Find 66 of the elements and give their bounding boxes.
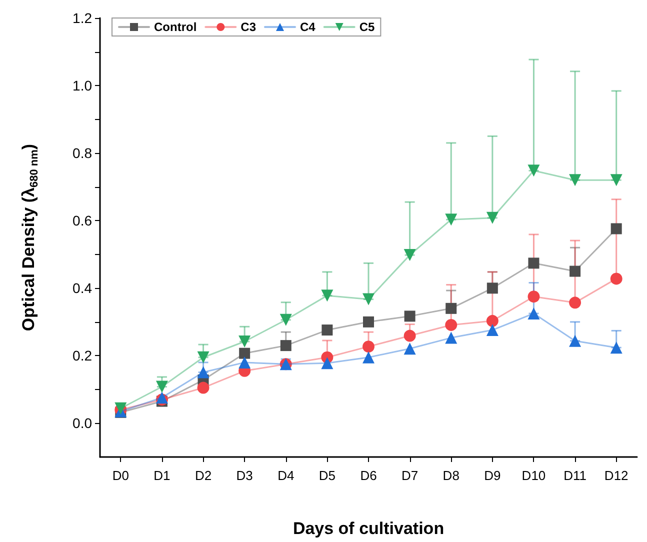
- point: [156, 380, 168, 393]
- point: [404, 342, 416, 355]
- point: [404, 330, 416, 342]
- y-tick-label: 0.2: [72, 348, 92, 364]
- legend-label: C3: [240, 20, 256, 34]
- point: [569, 174, 582, 186]
- y-tick-label: 0.4: [72, 280, 92, 296]
- point: [528, 307, 540, 320]
- point: [362, 351, 374, 364]
- point: [570, 266, 581, 277]
- legend-label: C5: [359, 20, 375, 34]
- point: [486, 314, 498, 327]
- point: [238, 356, 251, 368]
- point: [610, 342, 622, 354]
- y-tick-label: 1.2: [72, 10, 92, 26]
- point: [486, 282, 498, 294]
- y-tick-label: 0.6: [72, 212, 92, 229]
- point: [445, 214, 458, 226]
- x-tick-label: D9: [484, 468, 501, 483]
- point: [528, 290, 540, 303]
- point: [486, 212, 498, 224]
- x-tick-label: D11: [564, 468, 586, 483]
- y-tick-label: 0.0: [72, 415, 92, 432]
- x-tick-label: D4: [278, 468, 294, 483]
- point: [445, 318, 458, 331]
- x-tick-label: D12: [604, 468, 628, 483]
- point: [569, 334, 582, 347]
- point: [239, 348, 250, 359]
- point: [197, 351, 210, 364]
- point: [280, 340, 292, 352]
- x-tick-label: D5: [318, 468, 336, 483]
- legend-label: Control: [154, 20, 197, 34]
- point: [404, 249, 416, 262]
- point: [486, 324, 498, 336]
- point: [445, 332, 458, 344]
- x-tick-label: D1: [154, 468, 170, 483]
- point: [238, 336, 251, 348]
- point: [280, 314, 292, 326]
- x-axis-title: Days of cultivation: [292, 519, 444, 538]
- y-axis-title: Optical Density (λ680 nm): [19, 144, 40, 332]
- point: [197, 382, 210, 394]
- point: [610, 174, 622, 186]
- x-tick-label: D6: [360, 468, 377, 483]
- point: [404, 310, 416, 322]
- x-tick-label: D7: [401, 468, 418, 483]
- point: [569, 296, 582, 309]
- point: [610, 223, 622, 234]
- point: [528, 164, 540, 177]
- x-tick-label: D3: [236, 468, 253, 483]
- y-tick-label: 0.8: [72, 145, 92, 162]
- point: [446, 302, 457, 314]
- point: [610, 272, 622, 285]
- x-tick-label: D10: [522, 468, 546, 483]
- point: [528, 258, 540, 269]
- point: [197, 366, 210, 378]
- point: [362, 293, 374, 306]
- point: [322, 324, 333, 336]
- x-tick-label: D2: [194, 468, 212, 483]
- y-tick-label: 1.0: [72, 78, 92, 94]
- x-tick-label: D8: [442, 468, 460, 483]
- point: [362, 340, 374, 353]
- legend-label: C4: [300, 20, 316, 34]
- point: [363, 316, 374, 328]
- point: [321, 357, 334, 370]
- point: [321, 290, 334, 302]
- x-tick-label: D0: [112, 468, 129, 483]
